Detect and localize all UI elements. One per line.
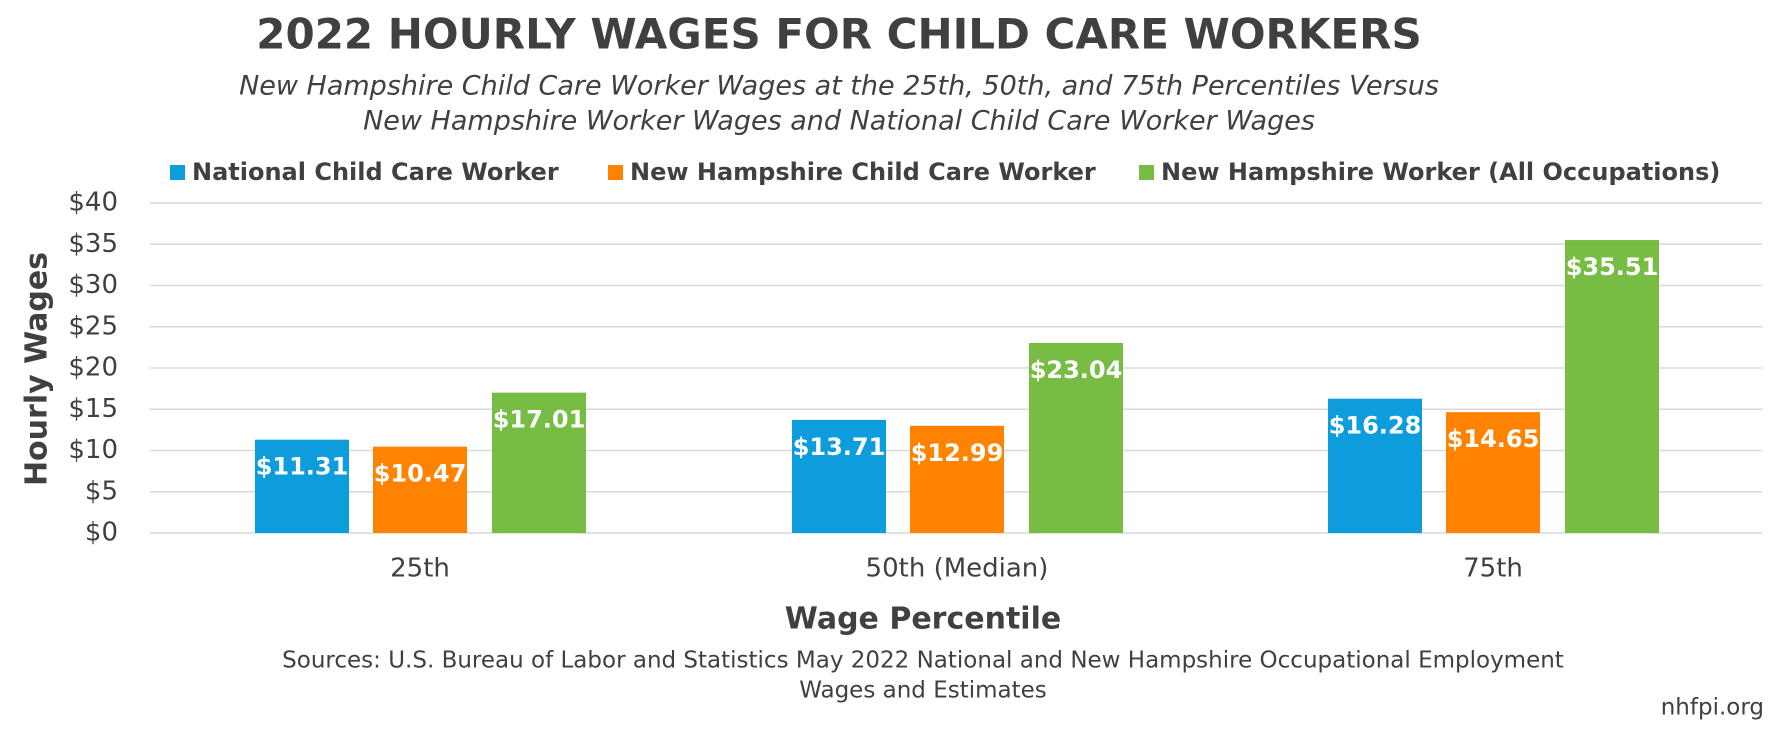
chart-title: 2022 HOURLY WAGES FOR CHILD CARE WORKERS [256, 10, 1421, 59]
legend-swatch [1139, 165, 1154, 180]
credit: nhfpi.org [1661, 695, 1764, 721]
y-tick-label: $25 [68, 311, 118, 341]
legend-label: New Hampshire Child Care Worker [630, 158, 1096, 186]
data-label: $11.31 [256, 453, 349, 481]
source-note: Wages and Estimates [799, 678, 1047, 704]
data-label: $35.51 [1566, 253, 1659, 281]
bar [910, 425, 1004, 533]
chart-subtitle: New Hampshire Worker Wages and National … [363, 106, 1315, 137]
data-label: $23.04 [1030, 356, 1123, 384]
x-tick-label: 75th [1463, 554, 1523, 584]
y-tick-label: $0 [85, 518, 118, 548]
y-tick-label: $10 [68, 435, 118, 465]
bar [373, 446, 467, 533]
bar [1565, 240, 1659, 534]
chart-subtitle: New Hampshire Child Care Worker Wages at… [239, 71, 1439, 102]
bar [492, 392, 586, 533]
y-tick-label: $30 [68, 270, 118, 300]
bar [255, 439, 349, 533]
legend-swatch [608, 165, 623, 180]
source-note: Sources: U.S. Bureau of Labor and Statis… [282, 648, 1564, 674]
x-axis-title: Wage Percentile [785, 602, 1061, 637]
data-label: $17.01 [493, 406, 586, 434]
y-tick-label: $35 [68, 229, 118, 259]
y-tick-label: $40 [68, 188, 118, 218]
data-label: $14.65 [1447, 425, 1540, 453]
data-label: $12.99 [911, 439, 1004, 467]
y-tick-label: $15 [68, 394, 118, 424]
y-tick-label: $5 [85, 476, 118, 506]
bar [1446, 412, 1540, 533]
x-tick-label: 25th [390, 554, 450, 584]
data-label: $16.28 [1329, 412, 1422, 440]
legend-swatch [170, 165, 185, 180]
data-label: $10.47 [374, 460, 467, 488]
bar [1328, 398, 1422, 533]
x-tick-label: 50th (Median) [866, 554, 1049, 584]
bar [792, 419, 886, 533]
legend-label: New Hampshire Worker (All Occupations) [1161, 158, 1720, 186]
bar [1029, 342, 1123, 533]
y-axis-title: Hourly Wages [20, 252, 55, 486]
data-label: $13.71 [793, 433, 886, 461]
y-tick-label: $20 [68, 353, 118, 383]
legend-label: National Child Care Worker [192, 158, 559, 186]
